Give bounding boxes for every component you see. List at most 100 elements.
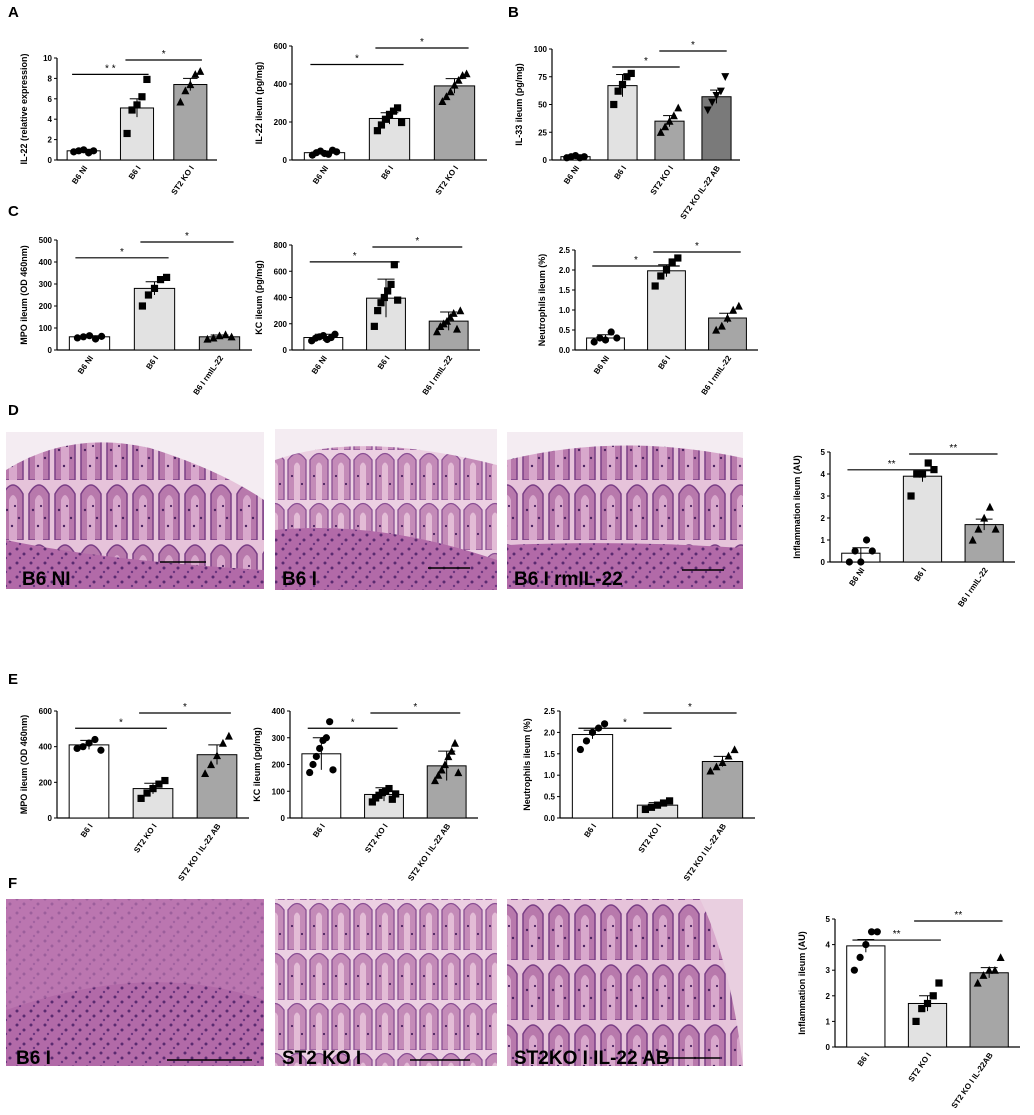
- data-point: [437, 765, 446, 774]
- histology-image-d-b6-i: B6 I: [275, 429, 497, 590]
- y-tick-label: 300: [272, 734, 286, 743]
- significance-label: **: [893, 929, 901, 940]
- panel-letter-f: F: [8, 875, 17, 892]
- y-tick-label: 2.5: [544, 707, 556, 716]
- data-point: [706, 766, 715, 775]
- histology-label: B6 I: [16, 1048, 51, 1069]
- data-point: [433, 327, 442, 336]
- histology-label: B6 NI: [22, 569, 71, 590]
- y-tick-label: 8: [48, 74, 53, 83]
- data-point: [224, 731, 233, 740]
- data-point: [385, 784, 393, 793]
- data-point: [329, 766, 337, 774]
- bar: [902, 475, 943, 563]
- data-point: [133, 101, 141, 109]
- data-point: [431, 776, 440, 785]
- significance-label: *: [351, 717, 355, 728]
- histology-image-d-b6-ni: B6 NI: [6, 432, 264, 590]
- y-tick-label: 6: [48, 95, 53, 104]
- histology-image-f-b6-i: B6 I: [6, 899, 264, 1069]
- data-point: [651, 282, 659, 290]
- x-category-label: B6 NI: [847, 566, 866, 588]
- panel-letter-a: A: [8, 4, 19, 21]
- significance-label: **: [954, 910, 962, 921]
- data-point: [312, 752, 320, 761]
- x-category-label: ST2 KO I: [363, 822, 389, 854]
- y-tick-label: 1.5: [559, 286, 571, 295]
- significance-label: *: [644, 56, 648, 67]
- data-point: [85, 332, 94, 340]
- bar: [173, 84, 208, 161]
- x-category-label: B6 NI: [592, 354, 611, 376]
- y-axis-label: KC ileum (pg/mg): [252, 727, 262, 802]
- y-tick-label: 600: [39, 707, 53, 716]
- bar: [654, 120, 685, 161]
- y-tick-label: 0.5: [559, 326, 571, 335]
- data-point: [712, 762, 721, 771]
- data-point: [213, 751, 221, 760]
- significance-label: **: [949, 443, 957, 454]
- significance-label: *: [120, 247, 124, 258]
- y-tick-label: 100: [272, 787, 286, 796]
- data-point: [712, 325, 721, 334]
- x-category-label: B6 I: [144, 354, 160, 371]
- data-point: [996, 953, 1005, 961]
- y-tick-label: 800: [274, 241, 288, 250]
- data-point: [332, 148, 341, 156]
- bar: [701, 761, 744, 819]
- y-axis-label: MPO ileum (OD 460nm): [19, 245, 29, 345]
- data-point: [441, 760, 450, 769]
- histology-label: ST2KO I IL-22 AB: [514, 1048, 670, 1069]
- data-point: [218, 738, 227, 747]
- panel-letter-e: E: [8, 671, 18, 688]
- y-axis-label: MPO ileum (OD 460nm): [19, 715, 29, 815]
- y-tick-label: 5: [826, 915, 831, 924]
- data-point: [191, 70, 200, 78]
- x-category-label: ST2 KO I IL-22 AB: [406, 822, 452, 883]
- y-tick-label: 600: [274, 267, 288, 276]
- data-point: [138, 93, 146, 101]
- data-point: [392, 790, 400, 798]
- data-point: [588, 728, 597, 737]
- data-point: [641, 805, 650, 814]
- data-point: [394, 296, 402, 304]
- y-tick-label: 4: [826, 941, 831, 950]
- significance-label: *: [162, 49, 166, 60]
- y-tick-label: 10: [43, 54, 52, 63]
- y-tick-label: 1.0: [559, 306, 571, 315]
- significance-label: *: [420, 37, 424, 48]
- data-point: [729, 305, 738, 314]
- data-point: [377, 121, 386, 129]
- data-point: [444, 752, 453, 761]
- significance-label: *: [355, 54, 359, 65]
- data-point: [918, 470, 927, 478]
- data-point: [990, 966, 999, 974]
- data-point: [454, 76, 463, 84]
- data-point: [716, 87, 725, 96]
- y-tick-label: 1: [826, 1017, 831, 1026]
- data-point: [176, 97, 185, 106]
- x-category-label: ST2 KO I IL-22 AB: [176, 822, 222, 883]
- y-axis-label: IL-22 ileum (pg/mg): [254, 62, 264, 145]
- significance-label: *: [688, 702, 692, 713]
- x-category-label: B6 NI: [310, 354, 329, 376]
- chart-e2: 0 100 200 300 400 KC ileum (pg/mg) B6 I ST2 KO …: [252, 702, 478, 883]
- data-point: [388, 795, 396, 803]
- histology-label: ST2 KO I: [282, 1048, 361, 1069]
- y-axis-label: Neutrophils ileum (%): [537, 254, 547, 347]
- significance-label: *: [119, 717, 123, 728]
- histology-image-d-b6-i-rmil22: B6 I rmIL-22: [507, 432, 743, 590]
- bar: [68, 744, 110, 819]
- data-point: [850, 966, 858, 974]
- data-point: [149, 784, 157, 793]
- data-point: [196, 67, 205, 75]
- x-category-label: ST2 KO I: [649, 164, 675, 196]
- bar: [133, 287, 176, 351]
- data-point: [873, 928, 881, 936]
- data-point: [322, 734, 330, 742]
- y-tick-label: 3: [821, 492, 826, 501]
- data-point: [446, 87, 455, 96]
- data-point: [935, 979, 943, 987]
- data-point: [434, 771, 443, 779]
